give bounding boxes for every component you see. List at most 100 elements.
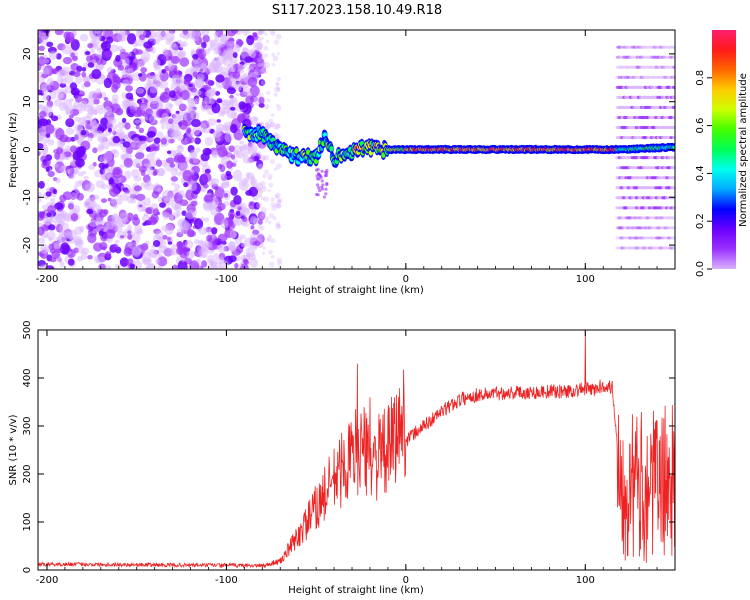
noise-dot xyxy=(276,86,281,90)
noise-dot xyxy=(126,212,134,222)
noise-dot xyxy=(253,245,258,250)
noise-dot xyxy=(157,187,164,193)
noise-dot xyxy=(270,238,276,244)
harmonic-dot xyxy=(615,236,621,240)
noise-dot xyxy=(257,219,263,225)
noise-dot xyxy=(271,52,275,57)
noise-dot xyxy=(161,69,166,74)
harmonic-dot xyxy=(639,226,645,230)
noise-dot xyxy=(259,51,263,55)
noise-dot xyxy=(146,130,156,138)
noise-dot xyxy=(221,50,230,61)
noise-dot xyxy=(65,118,75,128)
harmonic-dot xyxy=(632,246,638,250)
x-tick-label: 100 xyxy=(576,575,595,586)
harmonic-dot xyxy=(660,226,666,230)
noise-dot xyxy=(86,208,94,215)
harmonic-dot xyxy=(654,236,660,240)
noise-dot xyxy=(87,43,94,49)
noise-dot xyxy=(87,232,97,244)
noise-dot xyxy=(157,256,168,267)
noise-dot xyxy=(276,87,281,92)
spectrogram-y-ticks: -20 -10 0 10 20 xyxy=(22,48,675,253)
noise-dot xyxy=(260,68,266,74)
noise-dot xyxy=(269,122,275,128)
noise-dot xyxy=(259,225,265,231)
harmonic-dot xyxy=(648,236,654,240)
noise-dot xyxy=(53,163,59,168)
noise-dot xyxy=(59,134,69,143)
noise-dot xyxy=(143,99,149,104)
harmonic-dot xyxy=(656,45,662,49)
colorbar-tick-label: 0.4 xyxy=(695,165,706,181)
harmonic-dot xyxy=(647,55,653,59)
noise-dot xyxy=(82,171,87,175)
noise-dot xyxy=(276,103,280,108)
noise-dot xyxy=(119,235,125,239)
noise-dot xyxy=(108,177,115,185)
noise-dot xyxy=(38,211,45,221)
noise-dot xyxy=(230,66,236,73)
noise-dot xyxy=(144,116,149,121)
harmonic-dot xyxy=(650,216,656,220)
noise-dot xyxy=(234,81,243,92)
harmonic-dot xyxy=(635,226,641,230)
noise-dot xyxy=(258,96,265,105)
harmonic-dot xyxy=(671,156,675,160)
noise-dot xyxy=(81,120,88,127)
noise-dot xyxy=(87,197,96,204)
harmonic-dot xyxy=(667,55,673,59)
noise-dot xyxy=(213,46,220,55)
y-tick-label: 200 xyxy=(22,464,33,483)
noise-dot xyxy=(87,136,93,142)
harmonic-dot xyxy=(634,246,640,250)
noise-dot xyxy=(111,214,118,220)
noise-dot xyxy=(186,228,195,238)
noise-dot xyxy=(132,158,142,168)
noise-dot xyxy=(198,88,207,99)
noise-dot xyxy=(263,196,269,202)
noise-dot xyxy=(93,55,99,60)
harmonic-dot xyxy=(634,216,640,220)
harmonic-dot xyxy=(641,236,647,240)
noise-dot xyxy=(172,113,181,122)
noise-dot xyxy=(136,88,145,94)
noise-dot xyxy=(270,254,275,259)
noise-dot xyxy=(275,223,282,230)
snr-x-label: Height of straight line (km) xyxy=(288,585,424,596)
harmonic-dot xyxy=(652,226,658,230)
noise-dot xyxy=(245,95,254,105)
noise-dot xyxy=(233,150,240,156)
noise-dot xyxy=(144,266,150,269)
x-tick-label: -200 xyxy=(36,274,59,285)
noise-dot xyxy=(269,213,275,219)
noise-dot xyxy=(217,146,228,158)
noise-dot xyxy=(38,45,45,52)
noise-dot xyxy=(148,216,158,226)
noise-dot xyxy=(141,206,147,212)
noise-dot xyxy=(124,57,130,66)
noise-dot xyxy=(202,30,210,36)
harmonic-dot xyxy=(647,75,653,79)
harmonic-dot xyxy=(632,65,638,69)
noise-dot xyxy=(264,122,271,129)
noise-dot xyxy=(101,41,111,52)
harmonic-dot xyxy=(638,65,644,69)
noise-dot xyxy=(38,118,49,127)
noise-dot xyxy=(123,134,129,140)
y-tick-label: 0 xyxy=(22,567,33,573)
noise-dot xyxy=(214,36,220,42)
harmonic-dot xyxy=(660,216,666,220)
noise-dot xyxy=(92,228,98,233)
noise-dot xyxy=(95,45,103,51)
harmonic-dot xyxy=(617,75,623,79)
harmonic-dot xyxy=(662,65,668,69)
noise-dot xyxy=(219,184,226,190)
harmonic-dot xyxy=(620,246,626,250)
noise-dot xyxy=(268,261,275,268)
noise-dot xyxy=(114,239,120,244)
noise-dot xyxy=(271,31,276,36)
y-tick-label: 300 xyxy=(22,416,33,435)
noise-dot xyxy=(237,64,245,71)
noise-dot xyxy=(258,194,263,198)
